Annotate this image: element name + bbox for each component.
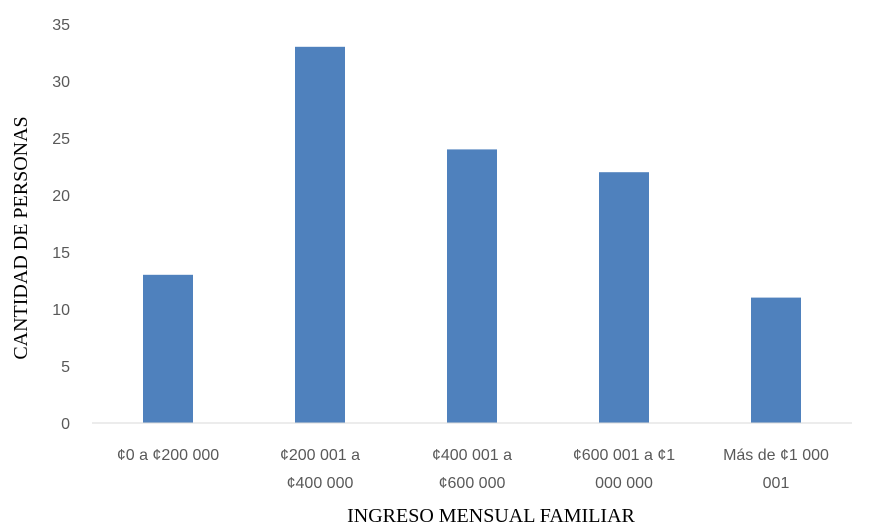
bar [295, 46, 345, 424]
bar [751, 297, 801, 423]
x-tick-label: ¢0 a ¢200 000 [117, 447, 219, 464]
y-tick-label: 35 [52, 17, 70, 34]
y-tick-label: 5 [61, 359, 70, 376]
bar [143, 274, 193, 423]
x-axis-ticks: ¢0 a ¢200 000 ¢200 001 a ¢400 000 ¢400 001 … [117, 447, 829, 492]
y-tick-label: 15 [52, 245, 70, 262]
x-tick-label: 000 000 [595, 475, 653, 492]
x-tick-label: 001 [763, 475, 790, 492]
x-tick-label: ¢400 000 [287, 475, 354, 492]
x-tick-label: ¢200 001 a [280, 447, 360, 464]
x-tick-label: ¢600 001 a ¢1 [573, 447, 675, 464]
y-tick-label: 10 [52, 302, 70, 319]
x-axis-title: INGRESO MENSUAL FAMILIAR [347, 505, 635, 527]
x-tick-label: ¢400 001 a [432, 447, 512, 464]
y-tick-label: 0 [61, 416, 70, 433]
bars [143, 46, 801, 424]
x-tick-label: ¢600 000 [439, 475, 506, 492]
y-axis-ticks: 0 5 10 15 20 25 30 35 [52, 17, 70, 433]
x-tick-label: Más de ¢1 000 [723, 447, 829, 464]
y-tick-label: 25 [52, 131, 70, 148]
bar [447, 149, 497, 423]
y-tick-label: 30 [52, 74, 70, 91]
y-axis-title: CANTIDAD DE PERSONAS [10, 116, 32, 359]
y-tick-label: 20 [52, 188, 70, 205]
bar [599, 172, 649, 423]
